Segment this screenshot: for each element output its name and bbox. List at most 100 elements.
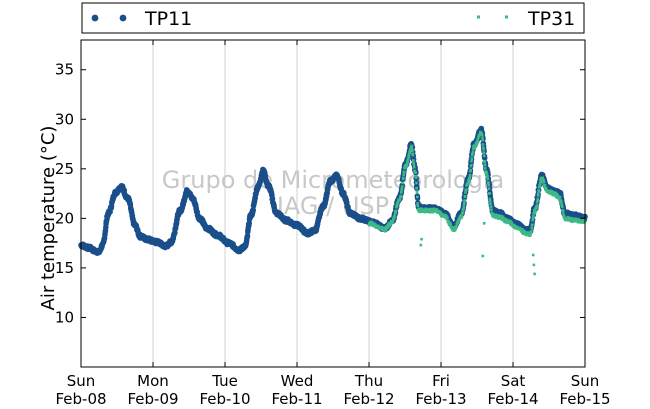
data-point [402, 176, 405, 180]
axis-ticks: SunFeb-08MonFeb-09TueFeb-10WedFeb-11ThuF… [55, 40, 611, 408]
grid-lines [152, 40, 514, 367]
data-point [486, 174, 489, 178]
data-point [469, 164, 473, 167]
data-point [414, 171, 417, 174]
data-point [485, 171, 489, 175]
data-point [468, 178, 471, 182]
data-point [244, 233, 251, 239]
legend-marker-tp11 [91, 14, 99, 22]
data-point [467, 180, 471, 184]
data-point [411, 153, 415, 157]
outlier-point [481, 254, 485, 258]
data-point [387, 224, 391, 228]
data-point [400, 188, 403, 192]
data-point [487, 187, 491, 190]
data-point [399, 194, 403, 198]
data-point [489, 205, 493, 208]
data-point [481, 138, 484, 142]
data-point [414, 176, 418, 179]
data-point [530, 226, 533, 230]
x-tick-label-day: Tue [211, 372, 238, 390]
data-point [395, 205, 398, 209]
x-tick-label-day: Sat [501, 372, 526, 390]
data-point [543, 184, 547, 187]
x-tick-label-day: Mon [137, 372, 169, 390]
data-point [487, 184, 490, 187]
data-point [488, 199, 492, 203]
data-point [428, 210, 431, 214]
x-tick-label-date: Feb-08 [55, 390, 106, 408]
data-point [454, 228, 457, 231]
data-point [546, 189, 550, 193]
data-point [446, 216, 449, 220]
data-series [78, 125, 588, 276]
outlier-point [482, 222, 486, 225]
data-point [569, 219, 572, 223]
outlier-point [419, 243, 423, 247]
data-point [380, 225, 383, 229]
outlier-point [532, 263, 536, 267]
outlier-point [533, 272, 536, 276]
x-tick-label-day: Wed [281, 372, 314, 390]
data-point [457, 219, 460, 223]
data-point [538, 185, 541, 188]
data-point [392, 217, 396, 221]
data-point [539, 181, 542, 184]
data-point [483, 167, 487, 170]
data-point [393, 216, 396, 219]
data-point [530, 230, 533, 233]
legend-marker-tp11 [119, 14, 127, 22]
watermark: Grupo de Micrometeorologia IAG / USP [162, 166, 504, 220]
data-point [531, 218, 535, 222]
data-point [536, 194, 540, 197]
data-point [407, 155, 411, 159]
data-point [460, 215, 464, 218]
x-tick-label-date: Feb-14 [487, 390, 538, 408]
x-tick-label-date: Feb-11 [271, 390, 322, 408]
data-point [391, 220, 395, 224]
data-point [488, 192, 491, 195]
data-point [529, 232, 532, 236]
data-point [416, 204, 420, 208]
data-point [482, 154, 486, 158]
legend-marker-tp31 [477, 15, 480, 19]
data-point [482, 148, 485, 151]
data-point [455, 225, 458, 228]
data-point [535, 205, 538, 209]
data-point [481, 136, 484, 140]
y-tick-label: 20 [55, 209, 74, 227]
data-point [474, 145, 477, 148]
legend-box [81, 2, 585, 34]
data-point [558, 195, 562, 199]
data-point [476, 141, 479, 144]
data-point [435, 208, 439, 211]
data-point [462, 206, 466, 209]
data-point [562, 212, 565, 216]
data-point [416, 202, 419, 205]
x-tick-label-date: Feb-10 [199, 390, 250, 408]
data-point [462, 203, 466, 207]
data-point [400, 187, 404, 190]
data-point [518, 226, 522, 230]
data-point [469, 168, 472, 172]
data-point [489, 202, 492, 206]
data-point [560, 203, 564, 207]
data-point [536, 197, 540, 201]
y-axis-label: Air temperature (°C) [38, 126, 59, 311]
data-point [470, 159, 473, 163]
data-point [398, 197, 402, 200]
y-tick-label: 15 [55, 259, 74, 277]
data-point [537, 189, 541, 193]
data-point [482, 151, 486, 154]
data-point [482, 146, 485, 149]
x-tick-label-day: Sun [67, 372, 96, 390]
data-point [537, 192, 540, 195]
data-point [400, 185, 404, 188]
data-point [370, 220, 374, 224]
data-point [468, 173, 472, 177]
data-point [394, 209, 398, 213]
data-point [532, 215, 535, 218]
data-point [490, 208, 493, 212]
data-point [560, 200, 563, 204]
data-point [410, 145, 414, 149]
